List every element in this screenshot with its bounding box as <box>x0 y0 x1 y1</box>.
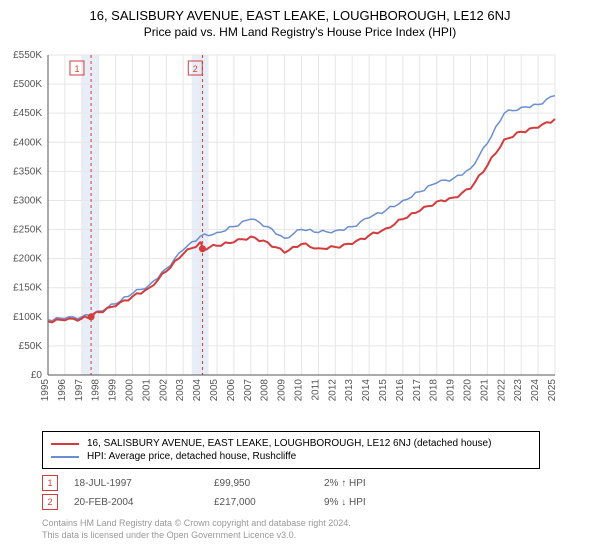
chart-plot-area: £0£50K£100K£150K£200K£250K£300K£350K£400… <box>0 45 560 425</box>
svg-text:2023: 2023 <box>513 379 524 402</box>
svg-text:£500K: £500K <box>13 79 42 90</box>
svg-text:2011: 2011 <box>310 379 321 401</box>
legend-swatch <box>51 456 79 458</box>
svg-text:£350K: £350K <box>13 166 42 177</box>
svg-text:2022: 2022 <box>496 379 507 402</box>
svg-text:£150K: £150K <box>13 283 42 294</box>
svg-text:1998: 1998 <box>91 379 102 402</box>
marker-row: 1 18-JUL-1997£99,9502% ↑ HPI <box>42 475 542 491</box>
svg-text:2007: 2007 <box>243 379 254 402</box>
svg-text:2017: 2017 <box>412 379 423 402</box>
marker-date: 18-JUL-1997 <box>74 478 214 489</box>
chart-subtitle: Price paid vs. HM Land Registry's House … <box>0 25 600 39</box>
chart-title: 16, SALISBURY AVENUE, EAST LEAKE, LOUGHB… <box>0 8 600 23</box>
svg-text:2010: 2010 <box>294 379 305 402</box>
svg-text:1999: 1999 <box>108 379 119 402</box>
svg-text:£200K: £200K <box>13 254 42 265</box>
legend-label: 16, SALISBURY AVENUE, EAST LEAKE, LOUGHB… <box>87 438 491 449</box>
svg-text:2008: 2008 <box>260 379 271 402</box>
marker-number-box: 1 <box>42 475 58 491</box>
chart-container: 16, SALISBURY AVENUE, EAST LEAKE, LOUGHB… <box>0 8 600 541</box>
svg-text:2024: 2024 <box>530 379 541 402</box>
svg-text:£450K: £450K <box>13 108 42 119</box>
svg-text:2020: 2020 <box>463 379 474 402</box>
svg-text:1: 1 <box>74 64 79 74</box>
footer: Contains HM Land Registry data © Crown c… <box>42 518 590 541</box>
legend-row: 16, SALISBURY AVENUE, EAST LEAKE, LOUGHB… <box>51 438 531 449</box>
svg-text:£50K: £50K <box>19 341 43 352</box>
svg-text:2021: 2021 <box>479 379 490 402</box>
marker-delta: 2% ↑ HPI <box>324 478 444 489</box>
svg-text:2005: 2005 <box>209 379 220 402</box>
svg-text:2016: 2016 <box>395 379 406 402</box>
marker-number-box: 2 <box>42 494 58 510</box>
svg-text:2025: 2025 <box>547 379 558 402</box>
footer-line1: Contains HM Land Registry data © Crown c… <box>42 518 590 530</box>
svg-text:2009: 2009 <box>277 379 288 402</box>
legend-row: HPI: Average price, detached house, Rush… <box>51 451 531 462</box>
marker-price: £217,000 <box>214 497 324 508</box>
svg-text:2013: 2013 <box>344 379 355 402</box>
svg-text:1996: 1996 <box>57 379 68 402</box>
svg-text:£400K: £400K <box>13 137 42 148</box>
svg-text:2019: 2019 <box>446 379 457 402</box>
svg-text:2002: 2002 <box>158 379 169 402</box>
marker-price: £99,950 <box>214 478 324 489</box>
legend-swatch <box>51 443 79 445</box>
chart-svg: £0£50K£100K£150K£200K£250K£300K£350K£400… <box>0 45 560 425</box>
svg-text:1997: 1997 <box>74 379 85 402</box>
svg-text:2018: 2018 <box>429 379 440 402</box>
legend-label: HPI: Average price, detached house, Rush… <box>87 451 296 462</box>
svg-text:2012: 2012 <box>327 379 338 402</box>
svg-text:2003: 2003 <box>175 379 186 402</box>
svg-text:£550K: £550K <box>13 50 42 61</box>
svg-text:2015: 2015 <box>378 379 389 402</box>
svg-text:2: 2 <box>193 64 198 74</box>
svg-text:2001: 2001 <box>141 379 152 402</box>
footer-line2: This data is licensed under the Open Gov… <box>42 530 590 542</box>
svg-text:2006: 2006 <box>226 379 237 402</box>
svg-text:£300K: £300K <box>13 195 42 206</box>
svg-text:£250K: £250K <box>13 225 42 236</box>
marker-delta: 9% ↓ HPI <box>324 497 444 508</box>
svg-text:1995: 1995 <box>40 379 51 402</box>
svg-text:2000: 2000 <box>125 379 136 402</box>
marker-row: 2 20-FEB-2004£217,0009% ↓ HPI <box>42 494 542 510</box>
svg-text:2004: 2004 <box>192 379 203 402</box>
legend: 16, SALISBURY AVENUE, EAST LEAKE, LOUGHB… <box>42 431 540 469</box>
marker-date: 20-FEB-2004 <box>74 497 214 508</box>
markers-table: 1 18-JUL-1997£99,9502% ↑ HPI 2 20-FEB-2004£… <box>42 475 542 510</box>
svg-text:2014: 2014 <box>361 379 372 402</box>
svg-text:£100K: £100K <box>13 312 42 323</box>
